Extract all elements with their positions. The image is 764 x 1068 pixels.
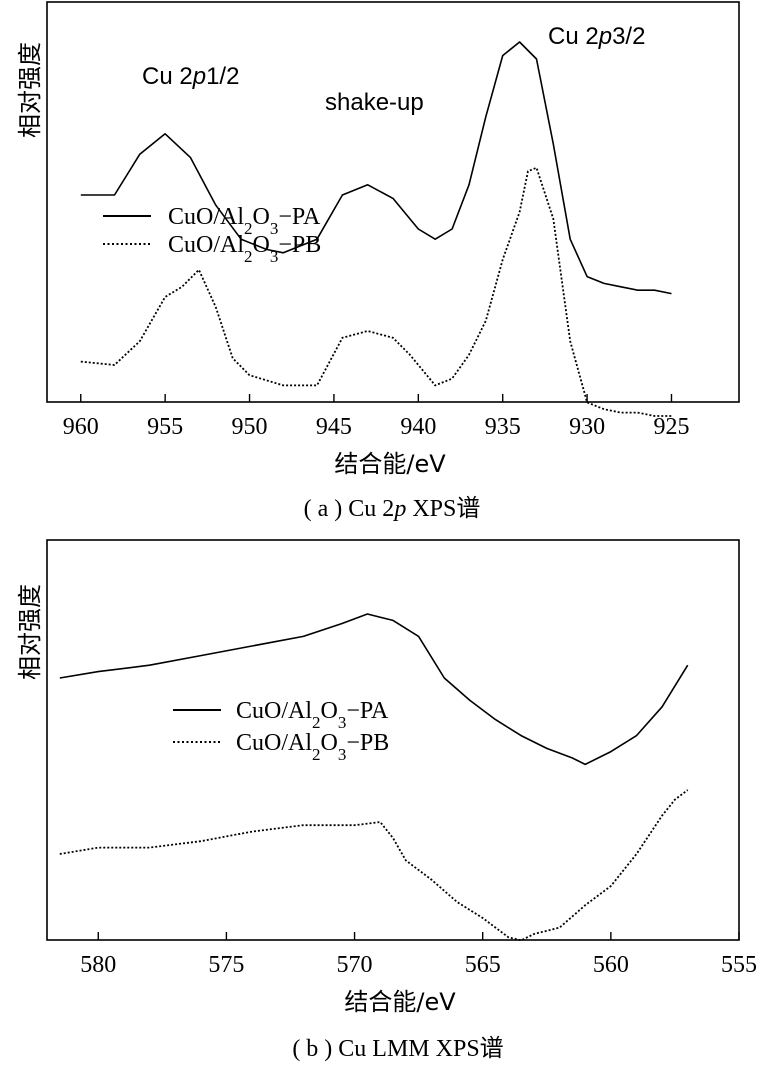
x-tick-label: 945: [316, 414, 352, 440]
panel-b-legend: CuO/Al2O3−PA CuO/Al2O3−PB: [173, 698, 389, 764]
annotation-shake-up: shake-up: [325, 89, 424, 116]
x-tick-label: 960: [63, 414, 99, 440]
x-tick-label: 570: [337, 952, 373, 978]
panel-b: 580 575 570 565 560 555 相对强度 结合能/eV ( b ) Cu …: [16, 539, 757, 1062]
panel-b-caption: ( b ) Cu LMM XPS谱: [292, 1035, 503, 1062]
panel-a-ylabel: 相对强度: [16, 42, 44, 138]
series-line-pa: [59, 613, 689, 766]
annotation-cu-2p12: Cu 2p1/2: [142, 63, 239, 90]
x-tick-label: 575: [208, 952, 244, 978]
x-tick-label: 555: [721, 952, 757, 978]
panel-a-x-ticks: 960 955 950 945 940 935 930 925: [63, 394, 689, 440]
legend-b-pa-label: CuO/Al2O3−PA: [236, 698, 389, 732]
x-tick-label: 950: [232, 414, 268, 440]
panel-b-xlabel: 结合能/eV: [344, 988, 456, 1016]
annotation-cu-2p32: Cu 2p3/2: [548, 23, 645, 50]
x-tick-label: 560: [593, 952, 629, 978]
x-tick-label: 935: [485, 414, 521, 440]
panel-b-ylabel: 相对强度: [16, 584, 44, 680]
panel-a-caption: ( a ) Cu 2p XPS谱: [304, 495, 481, 522]
series-line-pb: [59, 789, 689, 942]
x-tick-label: 580: [80, 952, 116, 978]
x-tick-label: 955: [147, 414, 183, 440]
legend-b-pb-label: CuO/Al2O3−PB: [236, 730, 389, 764]
series-line-pb: [80, 166, 672, 417]
x-tick-label: 940: [400, 414, 436, 440]
x-tick-label: 930: [569, 414, 605, 440]
panel-b-series: [59, 613, 689, 942]
panel-a: 960 955 950 945 940 935 930 925 相对强度 结合能/eV ( a…: [16, 1, 740, 522]
panel-b-x-ticks: 580 575 570 565 560 555: [80, 932, 757, 978]
series-line-pa: [80, 41, 672, 295]
x-tick-label: 925: [653, 414, 689, 440]
x-tick-label: 565: [465, 952, 501, 978]
panel-a-legend: CuO/Al2O3−PA CuO/Al2O3−PB: [103, 204, 321, 266]
panel-a-xlabel: 结合能/eV: [334, 450, 446, 478]
panel-a-series: [80, 41, 672, 417]
panel-b-frame: [46, 539, 740, 941]
panel-a-frame: [46, 1, 740, 403]
